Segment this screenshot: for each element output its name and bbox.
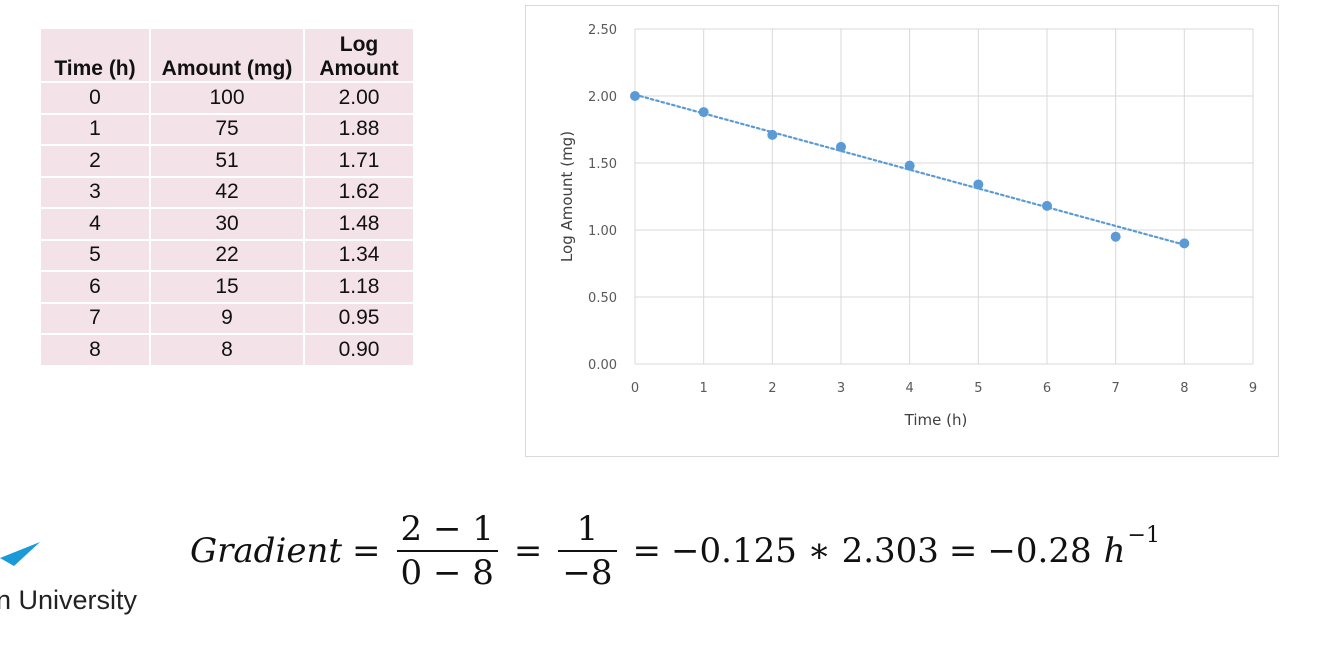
table-row: 3 42 1.62: [41, 177, 413, 207]
equation-lhs: Gradient: [190, 531, 343, 571]
y-tick-label: 0.50: [588, 291, 617, 306]
fraction-2-numerator: 1: [576, 509, 599, 549]
header-log-amount: Log Amount: [305, 29, 413, 81]
cell-log-amount: 0.90: [305, 335, 413, 365]
cell-time: 2: [41, 146, 149, 176]
fraction-1-numerator: 2 − 1: [400, 509, 494, 549]
cell-amount: 30: [151, 209, 303, 239]
x-tick-label: 7: [1112, 381, 1120, 396]
cell-log-amount: 1.48: [305, 209, 413, 239]
cell-log-amount: 0.95: [305, 303, 413, 333]
y-tick-label: 1.50: [588, 157, 617, 172]
cell-time: 0: [41, 83, 149, 113]
cell-time: 8: [41, 335, 149, 365]
data-point: [836, 141, 846, 152]
equals-sign: =: [513, 531, 543, 571]
fraction-2-denominator: −8: [558, 550, 617, 592]
y-tick-label: 2.00: [588, 90, 617, 105]
chart: 0.00 0.50 1.00 1.50 2.00 2.50 0 1 2 3 4 5 6 7 8 9 Time (…: [558, 23, 1257, 429]
fraction-1: 2 − 1 0 − 8: [396, 509, 498, 592]
trendline: [633, 93, 1186, 246]
data-point: [767, 129, 778, 140]
x-tick-label: 5: [974, 381, 982, 396]
table-row: 7 9 0.95: [41, 303, 413, 333]
x-tick-label: 4: [906, 381, 914, 396]
equals-sign: =: [632, 531, 662, 571]
cell-time: 5: [41, 240, 149, 270]
cell-log-amount: 1.62: [305, 177, 413, 207]
header-amount: Amount (mg): [151, 29, 303, 81]
table-body: 0 100 2.00 1 75 1.88 2 51 1.71 3 42 1.62 4 30 1.48 5 22 1…: [41, 83, 413, 365]
data-point: [1179, 238, 1190, 249]
data-point: [630, 91, 640, 101]
cell-amount: 42: [151, 177, 303, 207]
chart-frame: 0.00 0.50 1.00 1.50 2.00 2.50 0 1 2 3 4 5 6 7 8 9 Time (…: [525, 5, 1279, 457]
equation-product: −0.125 ∗ 2.303: [671, 531, 939, 571]
cell-time: 6: [41, 272, 149, 302]
x-tick-label: 6: [1043, 381, 1051, 396]
header-log-amount-line2: Amount: [319, 57, 399, 80]
university-logo-icon: [0, 542, 40, 566]
equation-unit-exponent: −1: [1127, 522, 1160, 548]
data-point: [973, 179, 984, 190]
x-tick-label: 9: [1249, 381, 1257, 396]
header-log-amount-line1: Log: [339, 33, 379, 56]
table-row: 1 75 1.88: [41, 114, 413, 144]
cell-time: 1: [41, 114, 149, 144]
header-time: Time (h): [41, 29, 149, 81]
cell-amount: 51: [151, 146, 303, 176]
cell-amount: 75: [151, 114, 303, 144]
y-tick-label: 0.00: [588, 358, 617, 373]
table-row: 4 30 1.48: [41, 209, 413, 239]
gradient-equation: Gradient = 2 − 1 0 − 8 = 1 −8 = −0.125 ∗…: [190, 505, 1160, 597]
cell-log-amount: 1.88: [305, 114, 413, 144]
equation-result: −0.28: [987, 531, 1092, 571]
data-table: Time (h) Amount (mg) Log Amount 0 100 2.00…: [39, 27, 415, 367]
cell-amount: 9: [151, 303, 303, 333]
cell-time: 3: [41, 177, 149, 207]
equals-sign: =: [352, 531, 381, 571]
cell-log-amount: 1.34: [305, 240, 413, 270]
x-tick-label: 3: [837, 381, 845, 396]
cell-amount: 15: [151, 272, 303, 302]
cell-time: 4: [41, 209, 149, 239]
table-row: 6 15 1.18: [41, 272, 413, 302]
cell-log-amount: 1.18: [305, 272, 413, 302]
cell-amount: 100: [151, 83, 303, 113]
university-logo-text: n University: [0, 585, 138, 615]
table-row: 2 51 1.71: [41, 146, 413, 176]
cell-amount: 22: [151, 240, 303, 270]
cell-amount: 8: [151, 335, 303, 365]
y-axis-title: Log Amount (mg): [558, 131, 576, 262]
x-tick-label: 2: [768, 381, 776, 396]
x-tick-label: 1: [700, 381, 708, 396]
x-tick-label: 0: [631, 381, 639, 396]
data-point: [1110, 231, 1121, 242]
y-tick-label: 2.50: [588, 23, 617, 38]
table-row: 8 8 0.90: [41, 335, 413, 365]
table-row: 0 100 2.00: [41, 83, 413, 113]
equals-sign: =: [948, 531, 978, 571]
data-point: [904, 160, 915, 171]
y-tick-label: 1.00: [588, 224, 617, 239]
fraction-2: 1 −8: [558, 509, 617, 592]
x-axis-title: Time (h): [904, 411, 968, 429]
data-point: [698, 107, 709, 118]
cell-time: 7: [41, 303, 149, 333]
cell-log-amount: 2.00: [305, 83, 413, 113]
x-tick-label: 8: [1180, 381, 1188, 396]
fraction-1-denominator: 0 − 8: [396, 550, 498, 592]
table-header-row: Time (h) Amount (mg) Log Amount: [41, 29, 413, 81]
equation-unit: h: [1103, 531, 1126, 571]
table-row: 5 22 1.34: [41, 240, 413, 270]
data-point: [1042, 200, 1052, 211]
cell-log-amount: 1.71: [305, 146, 413, 176]
